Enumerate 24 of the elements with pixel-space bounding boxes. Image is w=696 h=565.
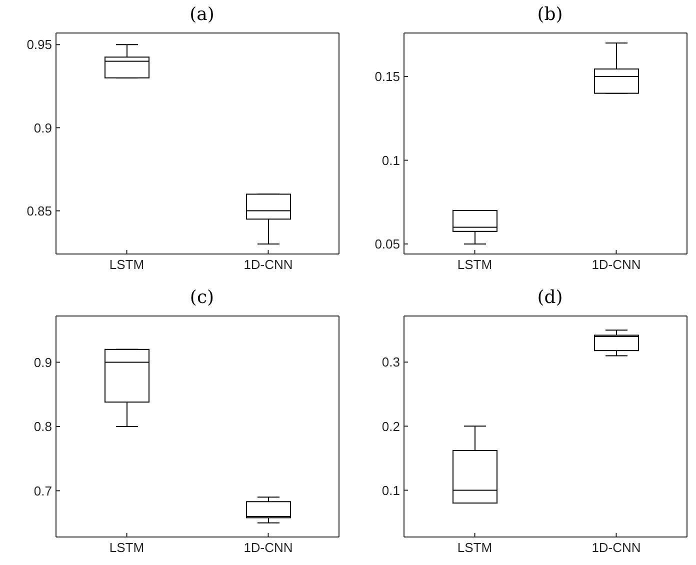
y-tick-label: 0.15 [374, 69, 400, 84]
y-tick-label: 0.05 [374, 236, 400, 252]
x-tick-label: LSTM [457, 540, 492, 555]
chart-title: (a) [188, 3, 216, 27]
y-tick-label: 0.85 [26, 203, 52, 218]
y-tick-label: 0.3 [382, 354, 400, 370]
y-tick-label: 0.9 [34, 354, 52, 370]
x-tick-label: 1D-CNN [244, 257, 293, 272]
chart-title: (c) [188, 286, 216, 310]
y-tick-label: 0.1 [382, 152, 400, 168]
x-tick-label: 1D-CNN [592, 257, 641, 272]
x-tick-label: LSTM [109, 540, 144, 555]
y-tick-label: 0.8 [34, 418, 52, 434]
x-tick-label: LSTM [109, 257, 144, 272]
x-tick-label: 1D-CNN [592, 540, 641, 555]
x-tick-label: 1D-CNN [244, 540, 293, 555]
y-tick-label: 0.1 [382, 482, 400, 498]
x-tick-label: LSTM [457, 257, 492, 272]
y-tick-label: 0.95 [26, 37, 52, 52]
y-tick-label: 0.9 [34, 120, 52, 136]
y-tick-label: 0.7 [34, 482, 52, 498]
y-tick-label: 0.2 [382, 418, 400, 434]
chart-title: (d) [536, 286, 564, 310]
chart-title: (b) [536, 3, 564, 27]
